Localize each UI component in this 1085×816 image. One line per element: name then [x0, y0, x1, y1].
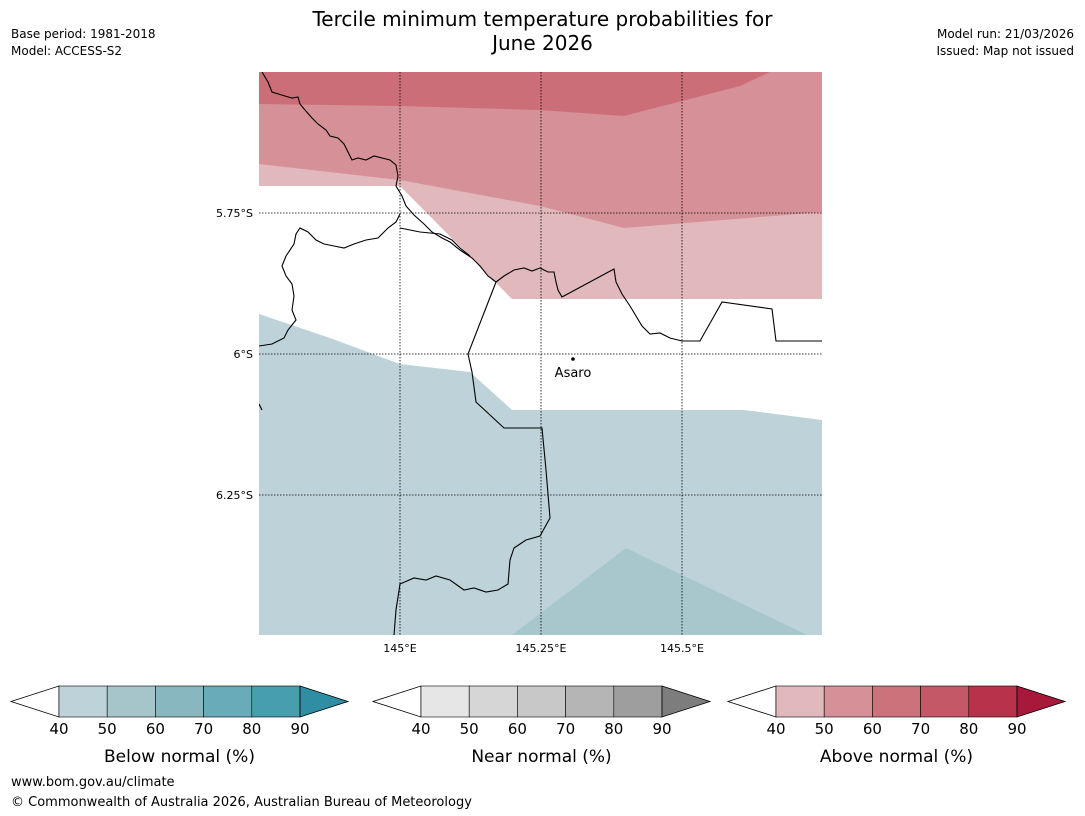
- boundary-central-north: [259, 213, 401, 347]
- below-normal-legend-swatch: [58, 685, 108, 718]
- below-normal-legend-low-extension: [9, 685, 60, 718]
- map-title: Tercile minimum temperature probabilitie…: [0, 7, 1085, 55]
- legend-below-normal: 40 50 60 70 80 90 Below normal (%): [9, 685, 350, 767]
- below-normal-50-60-region: [512, 548, 808, 635]
- above-normal-legend-tick: 50: [815, 720, 834, 738]
- above-normal-legend-swatch: [968, 685, 1018, 718]
- map-panel[interactable]: [259, 72, 822, 645]
- meta-right: Model run: 21/03/2026 Issued: Map not is…: [936, 26, 1074, 60]
- lon-label-145: 145°E: [383, 642, 416, 655]
- graticule: [259, 72, 822, 635]
- above-normal-legend-tick: 80: [959, 720, 978, 738]
- below-normal-legend-swatch: [203, 685, 253, 718]
- town-marker-asaro[interactable]: [571, 357, 575, 361]
- near-normal-legend-high-extension: [661, 685, 712, 718]
- lon-label-145-25: 145.25°E: [516, 642, 567, 655]
- near-normal-legend-swatch: [420, 685, 470, 718]
- near-normal-legend-title: Near normal (%): [471, 747, 611, 767]
- lon-label-145-5: 145.5°E: [660, 642, 704, 655]
- boundary-central-south: [393, 281, 551, 635]
- near-normal-legend-swatch: [517, 685, 566, 718]
- below-normal-legend-title: Below normal (%): [104, 747, 255, 767]
- above-normal-legend-high-extension: [1016, 685, 1067, 718]
- model-name: Model: ACCESS-S2: [11, 44, 123, 58]
- near-normal-legend-tick: 40: [411, 720, 430, 738]
- above-normal-legend-tick: 60: [863, 720, 882, 738]
- below-normal-legend-tick: 90: [290, 720, 309, 738]
- legend-above-normal: 40 50 60 70 80 90 Above normal (%): [726, 685, 1067, 767]
- near-normal-legend-tick: 80: [604, 720, 623, 738]
- above-normal-legend-tick: 90: [1007, 720, 1026, 738]
- below-normal-legend-high-extension: [299, 685, 350, 718]
- legend-near-normal: 40 50 60 70 80 90 Near normal (%): [371, 685, 712, 767]
- below-normal-legend-tick: 70: [194, 720, 213, 738]
- province-boundaries: [259, 72, 822, 635]
- above-normal-legend-title: Above normal (%): [820, 747, 973, 767]
- below-normal-legend-tick: 80: [242, 720, 261, 738]
- above-normal-legend-tick: 70: [911, 720, 930, 738]
- near-normal-legend-swatch: [613, 685, 663, 718]
- below-normal-legend-swatch: [106, 685, 156, 718]
- boundary-north-west: [261, 72, 822, 342]
- below-normal-legend-swatch: [251, 685, 301, 718]
- near-normal-legend-tick: 90: [652, 720, 671, 738]
- town-label-asaro: Asaro: [555, 366, 592, 381]
- near-normal-legend-tick: 60: [508, 720, 527, 738]
- above-normal-legend-swatch: [823, 685, 873, 718]
- footer-copyright: © Commonwealth of Australia 2026, Austra…: [11, 795, 472, 810]
- boundary-west-fragment: [259, 403, 263, 411]
- footer-url[interactable]: www.bom.gov.au/climate: [11, 775, 175, 790]
- near-normal-legend-tick: 50: [460, 720, 479, 738]
- near-normal-legend-swatch: [565, 685, 615, 718]
- near-normal-legend-swatch: [468, 685, 518, 718]
- below-normal-legend-tick: 50: [98, 720, 117, 738]
- near-normal-legend-low-extension: [371, 685, 422, 718]
- below-normal-legend-tick: 60: [146, 720, 165, 738]
- model-run: Model run: 21/03/2026: [936, 27, 1074, 41]
- lat-label-5-75: 5.75°S: [216, 207, 253, 220]
- below-normal-legend-tick: 40: [49, 720, 68, 738]
- above-normal-legend-swatch: [920, 685, 970, 718]
- boundary-central-ridge: [399, 227, 471, 257]
- above-normal-legend-low-extension: [726, 685, 777, 718]
- lat-label-6-25: 6.25°S: [216, 489, 253, 502]
- below-normal-legend-swatch: [155, 685, 204, 718]
- above-normal-legend-swatch: [872, 685, 921, 718]
- above-normal-legend-tick: 40: [766, 720, 785, 738]
- above-normal-legend-swatch: [775, 685, 825, 718]
- above-normal-60-70-region: [259, 72, 770, 116]
- issued-status: Issued: Map not issued: [936, 44, 1074, 58]
- title-line-1: Tercile minimum temperature probabilitie…: [312, 7, 773, 31]
- near-normal-legend-tick: 70: [556, 720, 575, 738]
- base-period: Base period: 1981-2018: [11, 27, 156, 41]
- lat-label-6: 6°S: [234, 348, 253, 361]
- meta-left: Base period: 1981-2018 Model: ACCESS-S2: [11, 26, 156, 60]
- title-line-2: June 2026: [492, 31, 593, 55]
